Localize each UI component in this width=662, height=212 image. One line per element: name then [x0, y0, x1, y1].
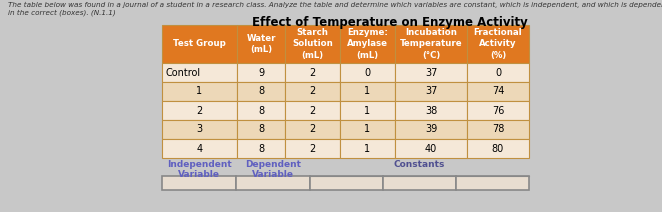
Text: 8: 8	[258, 106, 264, 116]
Text: 2: 2	[197, 106, 203, 116]
Text: The table below was found in a journal of a student in a research class. Analyze: The table below was found in a journal o…	[8, 2, 662, 8]
Text: 3: 3	[197, 124, 203, 134]
Bar	[285, 25, 340, 63]
Bar	[467, 25, 529, 63]
Text: 0: 0	[495, 67, 501, 78]
Text: Effect of Temperature on Enzyme Activity: Effect of Temperature on Enzyme Activity	[252, 16, 528, 29]
Text: 1: 1	[365, 144, 371, 153]
Text: 2: 2	[309, 67, 316, 78]
Bar	[395, 101, 467, 120]
Bar	[162, 176, 236, 190]
Bar	[340, 25, 395, 63]
Bar	[285, 139, 340, 158]
Text: Starch
Solution
(mL): Starch Solution (mL)	[292, 28, 333, 60]
Bar	[162, 101, 237, 120]
Text: 2: 2	[309, 124, 316, 134]
Bar	[467, 139, 529, 158]
Text: 4: 4	[197, 144, 203, 153]
Bar	[237, 25, 285, 63]
Bar	[237, 101, 285, 120]
Bar	[395, 25, 467, 63]
Text: 8: 8	[258, 144, 264, 153]
Text: 8: 8	[258, 86, 264, 96]
Text: 38: 38	[425, 106, 437, 116]
Bar	[467, 82, 529, 101]
Bar	[467, 101, 529, 120]
Bar	[395, 63, 467, 82]
Text: Dependent
Variable: Dependent Variable	[245, 160, 301, 179]
Bar	[285, 63, 340, 82]
Bar	[162, 82, 237, 101]
Text: 37: 37	[425, 67, 437, 78]
Text: 1: 1	[365, 86, 371, 96]
Bar	[340, 120, 395, 139]
Bar	[467, 63, 529, 82]
Bar	[236, 176, 310, 190]
Text: 80: 80	[492, 144, 504, 153]
Bar	[162, 63, 237, 82]
Text: 2: 2	[309, 106, 316, 116]
Text: 78: 78	[492, 124, 504, 134]
Text: 2: 2	[309, 144, 316, 153]
Text: 39: 39	[425, 124, 437, 134]
Bar	[467, 120, 529, 139]
Bar	[395, 120, 467, 139]
Bar	[340, 139, 395, 158]
Text: 37: 37	[425, 86, 437, 96]
Bar	[456, 176, 529, 190]
Text: 2: 2	[309, 86, 316, 96]
Text: Constants: Constants	[394, 160, 445, 169]
Text: Incubation
Temperature
(°C): Incubation Temperature (°C)	[400, 28, 462, 60]
Text: Independent
Variable: Independent Variable	[167, 160, 232, 179]
Text: 1: 1	[365, 124, 371, 134]
Bar	[383, 176, 456, 190]
Text: Enzyme:
Amylase
(mL): Enzyme: Amylase (mL)	[347, 28, 388, 60]
Bar	[340, 82, 395, 101]
Bar	[237, 63, 285, 82]
Bar	[340, 101, 395, 120]
Text: 8: 8	[258, 124, 264, 134]
Text: 76: 76	[492, 106, 504, 116]
Text: Control: Control	[166, 67, 201, 78]
Bar	[162, 120, 237, 139]
Bar	[285, 101, 340, 120]
Bar	[162, 25, 237, 63]
Text: 1: 1	[365, 106, 371, 116]
Bar	[395, 139, 467, 158]
Text: 74: 74	[492, 86, 504, 96]
Text: Test Group: Test Group	[173, 39, 226, 49]
Bar	[237, 120, 285, 139]
Bar	[237, 82, 285, 101]
Bar	[285, 120, 340, 139]
Text: Water
(mL): Water (mL)	[246, 34, 276, 54]
Text: 9: 9	[258, 67, 264, 78]
Bar	[340, 63, 395, 82]
Bar	[162, 139, 237, 158]
Bar	[310, 176, 383, 190]
Text: 40: 40	[425, 144, 437, 153]
Text: 0: 0	[365, 67, 371, 78]
Bar	[285, 82, 340, 101]
Text: 1: 1	[197, 86, 203, 96]
Bar	[395, 82, 467, 101]
Text: Fractional
Activity
(%): Fractional Activity (%)	[474, 28, 522, 60]
Bar	[237, 139, 285, 158]
Text: in the correct (boxes). (N.1.1): in the correct (boxes). (N.1.1)	[8, 9, 116, 16]
